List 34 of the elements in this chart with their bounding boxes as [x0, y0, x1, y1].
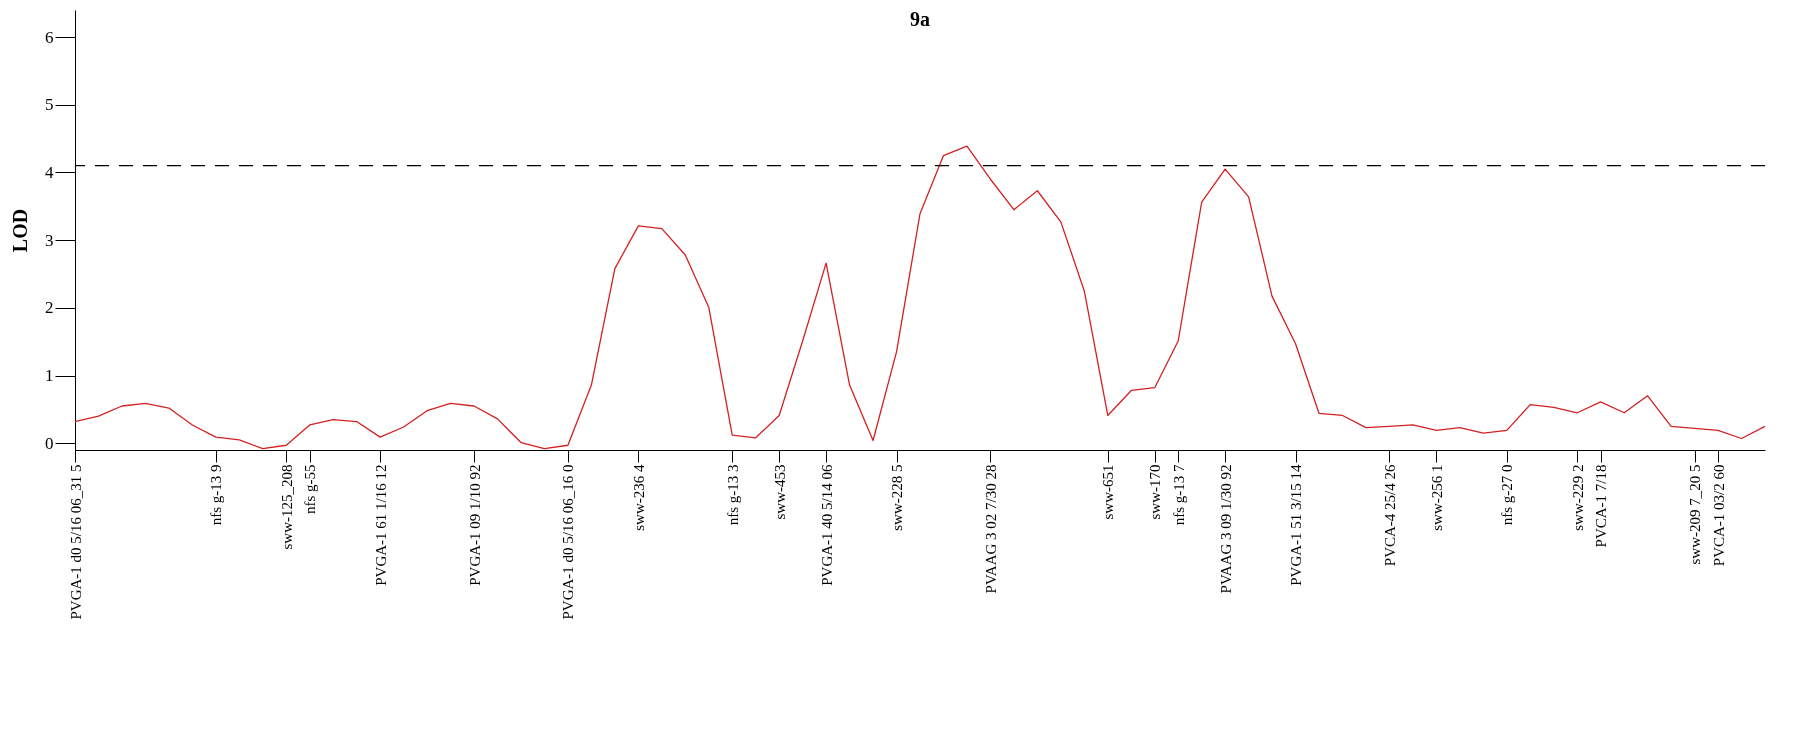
x-tick-label: PVCA-1 7/18 [1593, 464, 1610, 548]
y-axis-title: LOD [9, 208, 31, 253]
y-tick-label: 6 [45, 27, 54, 47]
x-tick-label: nfs g-13 9 [208, 464, 225, 526]
y-tick-label: 0 [45, 433, 54, 453]
x-tick-label: nfs g-13 3 [724, 464, 741, 526]
x-tick-label: sww-209 7_20 5 [1687, 464, 1704, 565]
y-tick-label: 2 [45, 298, 54, 318]
x-tick-label: sww-228 5 [889, 464, 906, 531]
y-tick-label: 4 [45, 162, 54, 182]
x-tick-label: sww-256 1 [1428, 464, 1445, 531]
y-tick-label: 5 [45, 95, 54, 115]
chart-title: 9a [910, 8, 930, 30]
x-tick-label: sww-125_208 [278, 464, 295, 550]
y-tick-label: 1 [45, 366, 54, 386]
x-tick-label: PVGA-1 d0 5/16 06_31 5 [67, 464, 84, 620]
x-tick-label: PVCA-1 03/2 60 [1710, 464, 1727, 567]
x-tick-label: PVGA-1 40 5/14 06 [818, 464, 835, 586]
x-tick-label: sww-651 [1100, 464, 1117, 520]
x-tick-label: nfs g-13 7 [1170, 464, 1187, 526]
x-tick-label: PVAAG 3 02 7/30 28 [982, 464, 999, 594]
x-tick-label: sww-453 [771, 464, 788, 520]
y-tick-label: 3 [45, 230, 54, 250]
x-tick-label: PVCA-4 25/4 26 [1381, 464, 1398, 567]
x-tick-label: PVGA-1 51 3/15 14 [1288, 464, 1305, 586]
x-tick-label: nfs g-55 [302, 464, 319, 515]
x-tick-label: sww-236 4 [630, 464, 647, 531]
x-tick-label: sww-170 [1147, 464, 1164, 520]
x-tick-label: PVAAG 3 09 1/30 92 [1217, 464, 1234, 594]
x-tick-label: nfs g-27 0 [1499, 464, 1516, 526]
x-tick-label: sww-229 2 [1569, 464, 1586, 531]
x-tick-label: PVGA-1 d0 5/16 06_16 0 [560, 464, 577, 620]
x-tick-label: PVGA-1 09 1/10 92 [466, 464, 483, 586]
x-tick-label: PVGA-1 61 1/16 12 [372, 464, 389, 586]
